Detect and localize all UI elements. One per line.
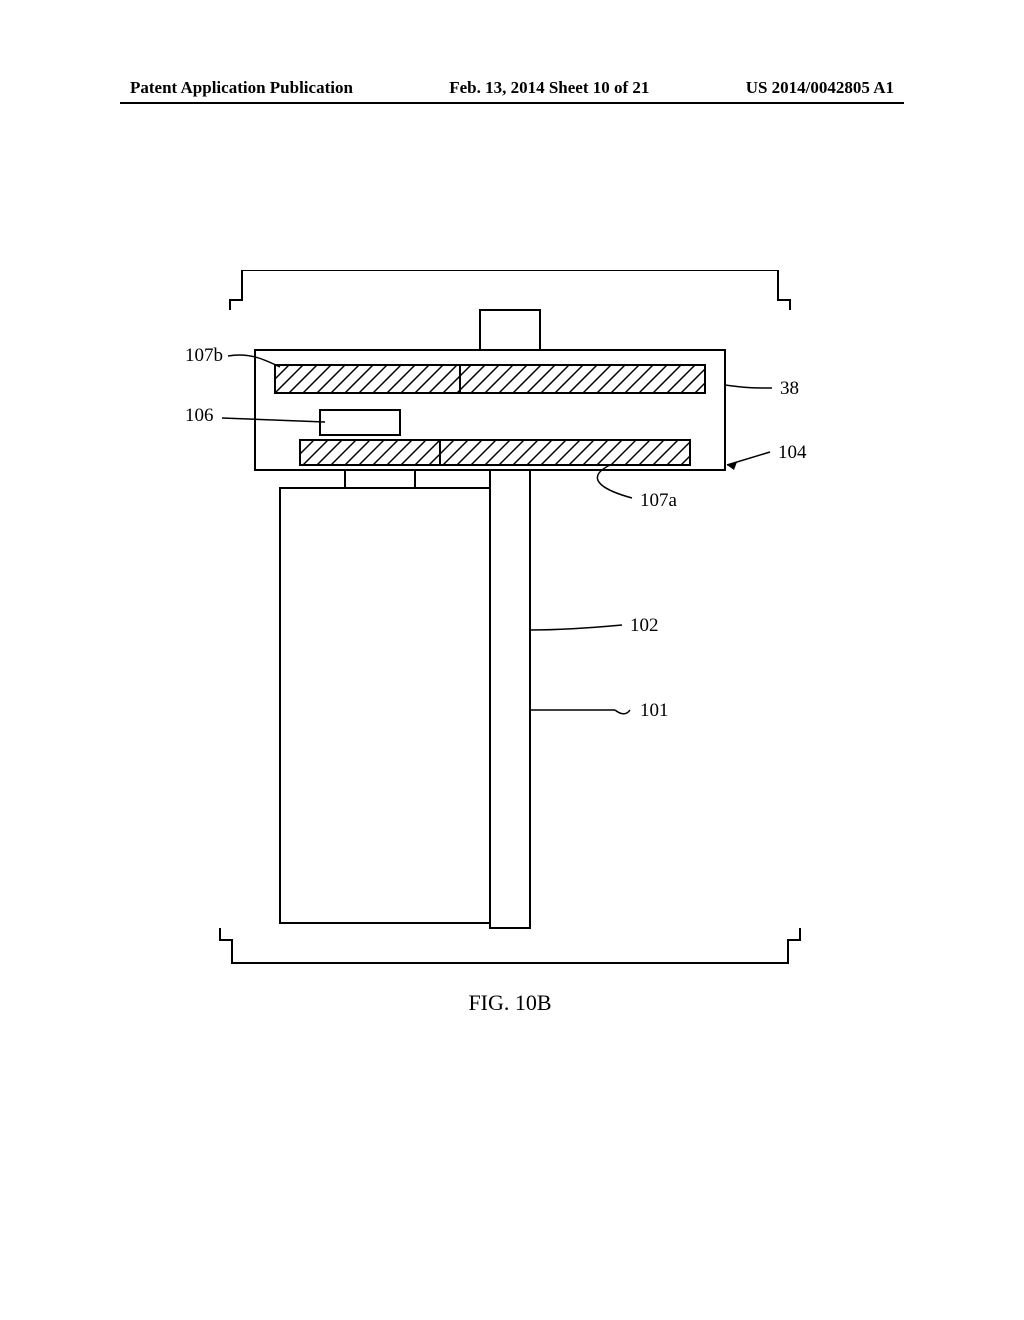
label-102: 102 [630,615,659,637]
page-header: Patent Application Publication Feb. 13, … [130,78,894,98]
figure-caption: FIG. 10B [160,990,860,1016]
label-107b: 107b [185,345,223,367]
header-center: Feb. 13, 2014 Sheet 10 of 21 [449,78,649,98]
label-106: 106 [185,405,214,427]
header-left: Patent Application Publication [130,78,353,98]
label-107a: 107a [640,490,677,512]
label-38: 38 [780,378,799,400]
page: Patent Application Publication Feb. 13, … [0,0,1024,1320]
header-rule [120,102,904,104]
label-101: 101 [640,700,669,722]
header-right: US 2014/0042805 A1 [746,78,894,98]
figure-svg [160,270,860,990]
label-104: 104 [778,442,807,464]
figure-area: 107b 106 38 104 107a 102 101 FIG. 10B [160,270,860,1020]
